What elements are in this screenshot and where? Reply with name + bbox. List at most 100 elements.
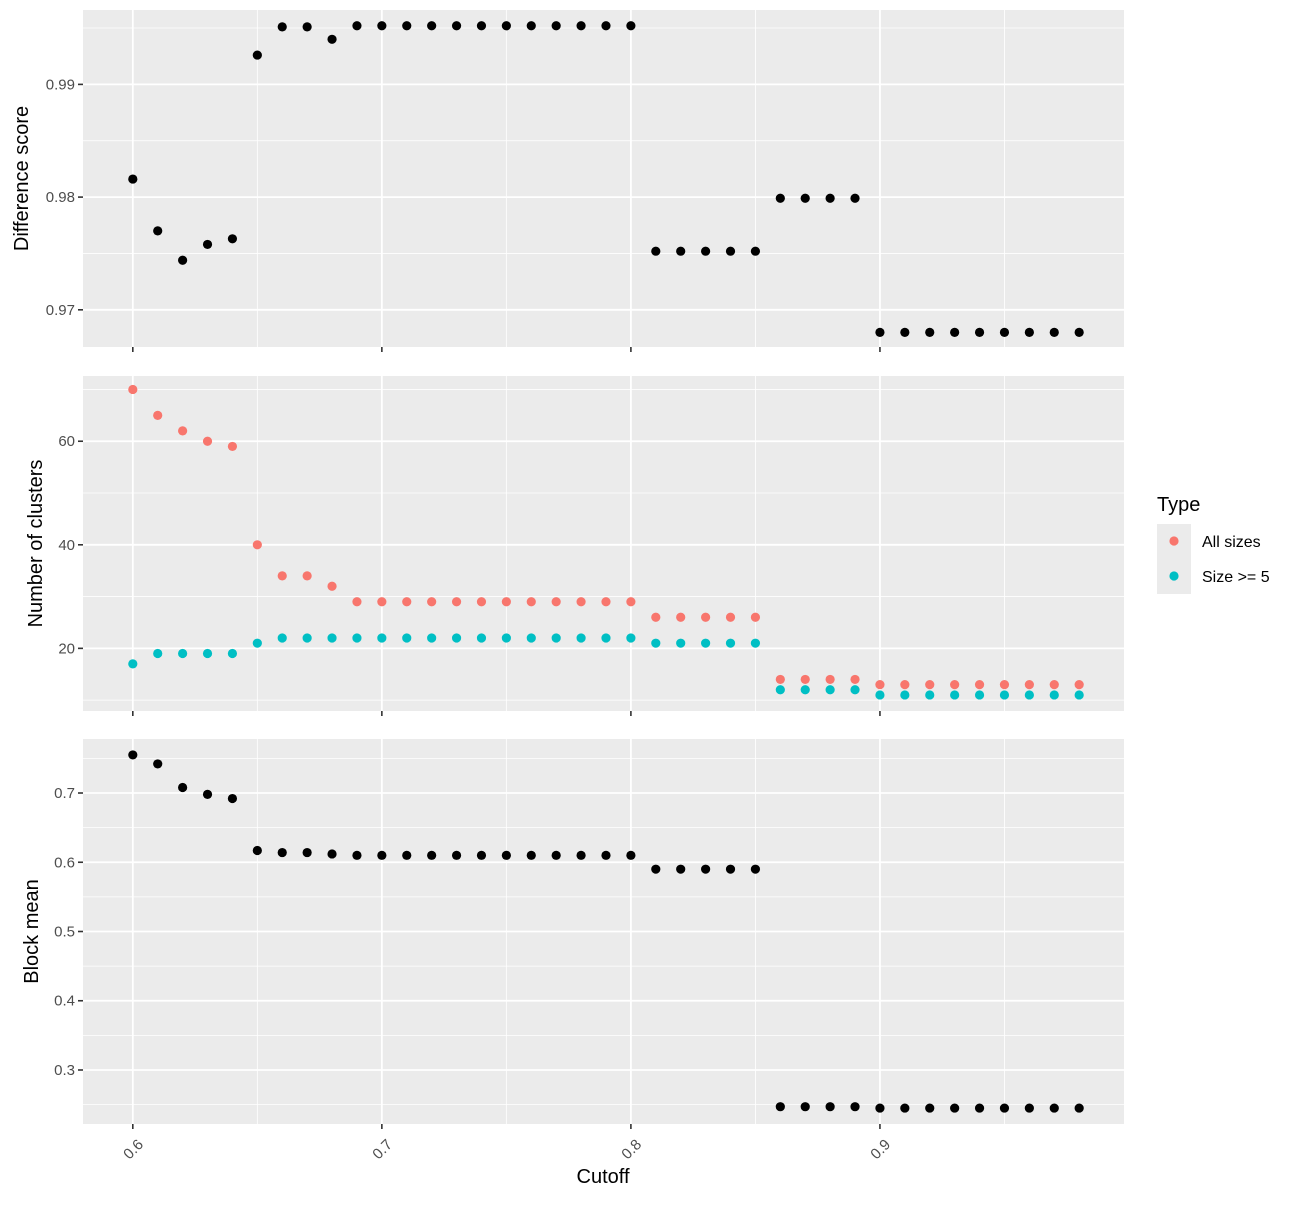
data-point (153, 226, 163, 236)
y-tick-label: 0.3 (54, 1062, 75, 1079)
x-axis-title: Cutoff (577, 1166, 630, 1188)
data-point (850, 685, 860, 695)
data-point (427, 597, 437, 607)
y-tick-label: 0.97 (46, 302, 75, 319)
data-point (925, 1103, 935, 1113)
data-point (576, 633, 586, 643)
data-point (128, 659, 138, 669)
panel-1: 0.97 0.98 0.99 Difference score (11, 10, 1124, 352)
data-point (900, 679, 910, 690)
legend-key-point (1169, 536, 1179, 546)
panel-3: 0.6 0.7 0.8 0.9 0.3 0.4 0.5 0.6 0.7 Block mean (21, 739, 1124, 1163)
panel-background (83, 10, 1124, 347)
data-point (427, 850, 437, 860)
data-point (800, 1102, 810, 1112)
data-point (825, 1102, 835, 1112)
data-point (427, 21, 437, 31)
data-point (651, 612, 661, 622)
data-point (128, 750, 138, 760)
y-tick-label: 0.5 (54, 924, 75, 941)
data-point (302, 22, 312, 32)
data-point (1049, 1103, 1059, 1113)
legend-key-background (1157, 524, 1191, 594)
data-point (750, 246, 761, 256)
data-point (999, 327, 1010, 337)
data-point (551, 850, 561, 860)
data-point (402, 633, 412, 643)
data-point (850, 1102, 860, 1112)
data-point (1024, 1103, 1034, 1113)
data-point (153, 759, 163, 769)
data-point (202, 789, 213, 799)
data-point (750, 864, 761, 874)
data-point (800, 193, 810, 203)
y-tick-label: 0.4 (54, 993, 75, 1010)
data-point (427, 633, 437, 643)
data-point (999, 1103, 1010, 1113)
data-point (227, 648, 238, 659)
y-tick-label: 60 (58, 433, 75, 450)
data-point (227, 234, 238, 244)
data-point (775, 193, 785, 203)
legend-entry-label: Size >= 5 (1202, 569, 1270, 586)
data-point (501, 597, 511, 607)
data-point (476, 21, 487, 31)
data-point (950, 690, 960, 700)
data-point (1024, 679, 1034, 690)
data-point (377, 597, 387, 607)
data-point (451, 21, 462, 31)
y-tick-label: 0.99 (46, 76, 75, 93)
data-point (576, 597, 586, 607)
data-point (1074, 690, 1084, 700)
data-point (352, 850, 362, 860)
data-point (775, 674, 785, 685)
data-point (252, 540, 262, 550)
data-point (1074, 679, 1084, 690)
data-point (451, 850, 462, 860)
data-point (925, 327, 935, 337)
data-point (551, 597, 561, 607)
data-point (1049, 679, 1059, 690)
data-point (327, 633, 337, 643)
data-point (277, 571, 287, 581)
data-point (551, 633, 561, 643)
data-point (1074, 327, 1084, 337)
data-point (576, 21, 586, 31)
data-point (651, 638, 661, 648)
data-point (402, 21, 412, 31)
data-point (974, 679, 985, 690)
data-point (800, 674, 810, 685)
data-point (701, 612, 711, 622)
data-point (999, 679, 1010, 690)
data-point (950, 679, 960, 690)
data-point (626, 850, 636, 860)
data-point (900, 327, 910, 337)
data-point (526, 597, 536, 607)
data-point (850, 674, 860, 685)
data-point (202, 239, 213, 250)
data-point (701, 864, 711, 874)
data-point (950, 1103, 960, 1113)
data-point (875, 679, 885, 690)
data-point (1024, 327, 1034, 337)
y-tick-label: 0.7 (54, 785, 75, 802)
data-point (601, 633, 611, 643)
data-point (227, 793, 238, 804)
y-tick-label: 20 (58, 640, 75, 657)
x-tick-label: 0.8 (618, 1136, 645, 1163)
y-axis-title: Number of clusters (25, 460, 47, 628)
data-point (277, 847, 287, 858)
data-point (1024, 690, 1034, 700)
data-point (701, 638, 711, 648)
data-point (900, 1103, 910, 1113)
data-point (526, 21, 536, 31)
data-point (302, 571, 312, 581)
data-point (974, 1103, 985, 1113)
data-point (302, 633, 312, 643)
data-point (725, 638, 736, 648)
data-point (277, 22, 287, 32)
data-point (476, 850, 487, 860)
legend-key-point (1169, 571, 1179, 581)
legend: Type All sizes Size >= 5 (1157, 494, 1270, 594)
